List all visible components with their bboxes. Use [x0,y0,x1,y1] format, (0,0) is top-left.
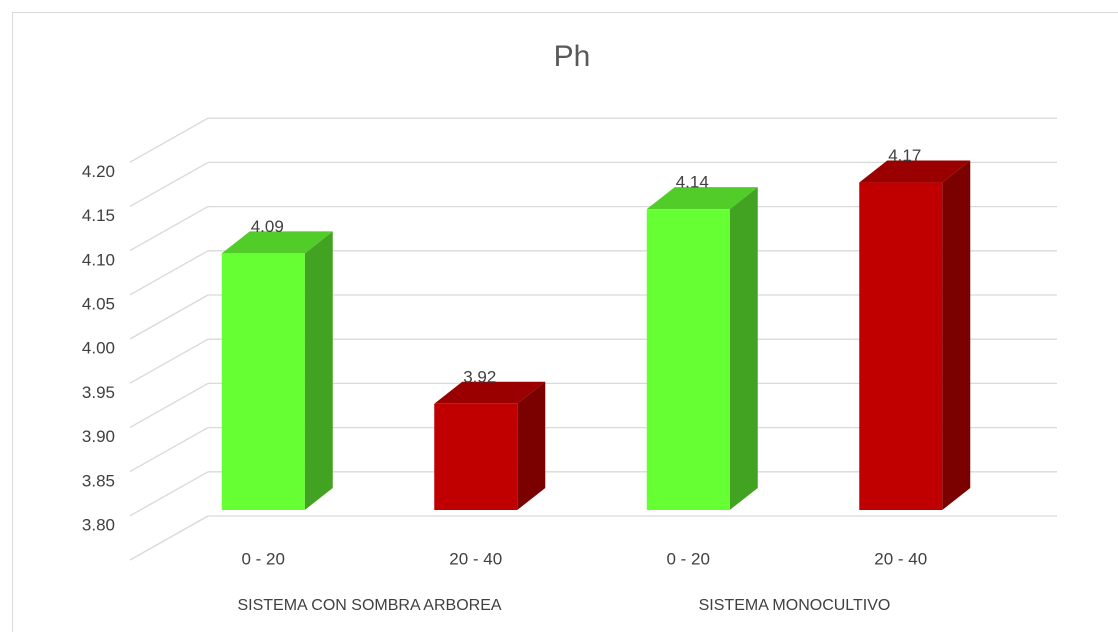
bar-side [942,160,971,511]
data-label: 4.17 [888,146,921,165]
bar [221,253,305,510]
y-tick-label: 3.80 [82,515,115,534]
y-tick-label: 3.95 [82,383,115,402]
y-tick-label: 3.90 [82,427,115,446]
x-tick-label: 20 - 40 [874,549,927,568]
bar-top [646,187,758,210]
y-tick-label: 3.85 [82,471,115,490]
bar [859,182,943,511]
bar [646,209,730,510]
y-tick-label: 4.10 [82,250,115,269]
x-tick-label: 20 - 40 [449,549,502,568]
grid-line-side [129,515,209,561]
bar-side [517,381,546,510]
chart-title: Ph [554,40,591,73]
x-tick-label: 0 - 20 [667,549,710,568]
group-label: SISTEMA MONOCULTIVO [699,597,891,614]
y-tick-label: 4.15 [82,206,115,225]
bar-side [729,187,758,510]
y-tick-label: 4.05 [82,294,115,313]
grid-line-side [129,471,209,517]
group-label: SISTEMA CON SOMBRA ARBOREA [237,597,501,614]
bar [434,403,518,510]
grid-line-side [129,427,209,473]
grid-line-side [129,206,209,252]
data-label: 4.09 [251,217,284,236]
data-label: 4.14 [676,173,709,192]
grid-line-side [129,382,209,428]
bar-top [434,381,546,404]
x-tick-label: 0 - 20 [242,549,285,568]
grid-line-side [129,117,209,163]
data-label: 3.92 [463,367,496,386]
bar-top [221,231,333,254]
bar-side [304,231,333,510]
grid-line-side [129,250,209,296]
grid-line-side [129,338,209,384]
grid-line-side [129,161,209,207]
y-tick-label: 4.00 [82,339,115,358]
y-tick-label: 4.20 [82,162,115,181]
grid-line-side [129,294,209,340]
bar-top [859,160,971,183]
